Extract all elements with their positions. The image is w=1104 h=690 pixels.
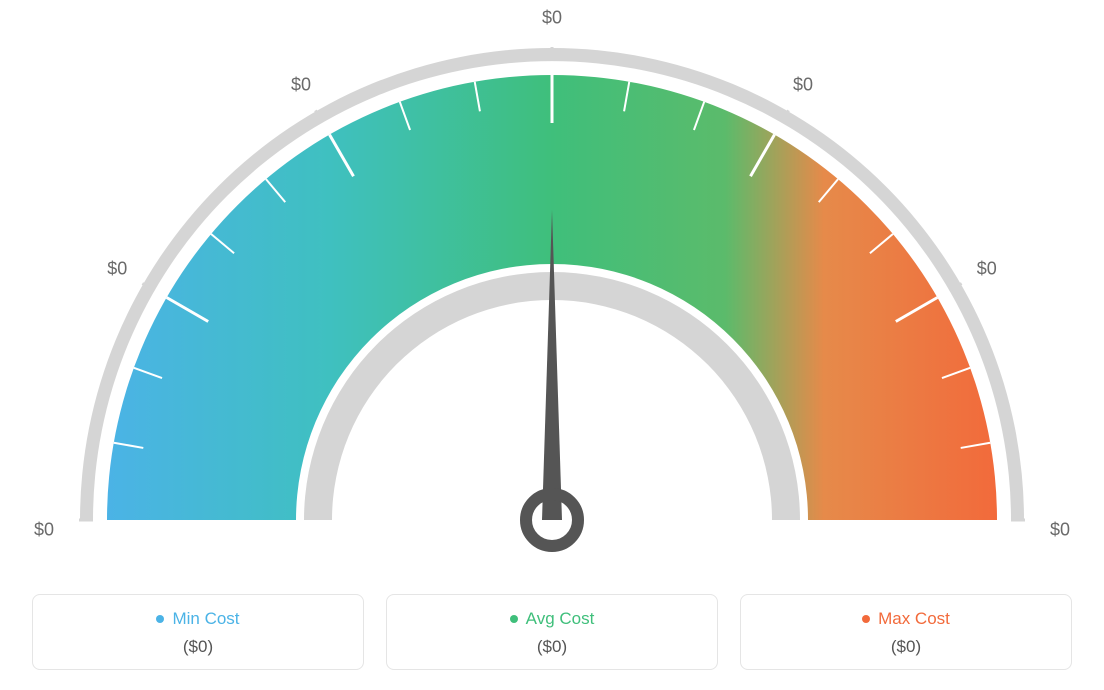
legend-label: Min Cost xyxy=(172,609,239,629)
scale-label: $0 xyxy=(793,75,813,96)
legend-row: Min Cost ($0) Avg Cost ($0) Max Cost ($0… xyxy=(32,594,1072,670)
scale-label: $0 xyxy=(977,259,997,280)
legend-label: Max Cost xyxy=(878,609,950,629)
scale-label: $0 xyxy=(1050,520,1070,541)
scale-label: $0 xyxy=(107,259,127,280)
legend-title-avg: Avg Cost xyxy=(510,609,595,629)
legend-value: ($0) xyxy=(43,637,353,657)
scale-label: $0 xyxy=(34,520,54,541)
legend-title-max: Max Cost xyxy=(862,609,950,629)
legend-title-min: Min Cost xyxy=(156,609,239,629)
dot-icon xyxy=(510,615,518,623)
legend-card-avg: Avg Cost ($0) xyxy=(386,594,718,670)
dot-icon xyxy=(862,615,870,623)
gauge-svg xyxy=(52,20,1052,580)
scale-label: $0 xyxy=(291,75,311,96)
legend-card-min: Min Cost ($0) xyxy=(32,594,364,670)
legend-label: Avg Cost xyxy=(526,609,595,629)
dot-icon xyxy=(156,615,164,623)
legend-value: ($0) xyxy=(397,637,707,657)
gauge: $0$0$0$0$0$0$0 xyxy=(52,20,1052,560)
gauge-chart-container: $0 $0 $0 $0 $0 $0 $0 Min Cost ($0) Avg Cost ($… xyxy=(0,0,1104,690)
legend-card-max: Max Cost ($0) xyxy=(740,594,1072,670)
legend-value: ($0) xyxy=(751,637,1061,657)
scale-label: $0 xyxy=(542,8,562,29)
